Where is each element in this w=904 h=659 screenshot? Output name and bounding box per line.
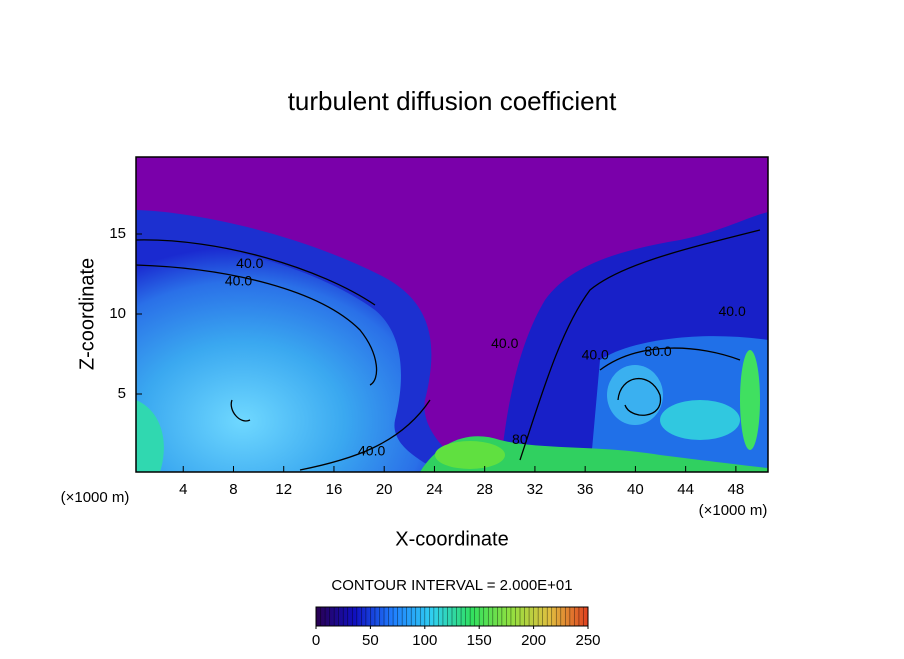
y-tick-label: 15 [109,225,126,242]
contour-label: 80.0 [644,343,671,359]
contour-label: 40.0 [582,346,609,362]
x-tick-label: 12 [275,481,292,498]
y-axis-label: Z-coordinate [76,258,98,370]
x-unit: (×1000 m) [699,502,768,519]
contour-label: 80 [512,431,528,447]
x-tick-label: 36 [577,481,594,498]
y-tick-label: 10 [109,305,126,322]
chart-title: turbulent diffusion coefficient [288,86,617,116]
contour-label: 40.0 [236,255,263,271]
x-tick-label: 4 [179,481,187,498]
x-tick-label: 40 [627,481,644,498]
contour-label: 40.0 [358,442,385,458]
colorbar-tick-label: 0 [312,632,320,649]
colorbar-tick-label: 200 [521,632,546,649]
colorbar-tick-label: 50 [362,632,379,649]
x-tick-label: 28 [476,481,493,498]
x-tick-label: 20 [376,481,393,498]
contour-label: 40.0 [491,335,518,351]
contour-interval: CONTOUR INTERVAL = 2.000E+01 [331,577,572,594]
y-tick-label: 5 [118,385,126,402]
x-tick-label: 24 [426,481,443,498]
x-tick-label: 8 [229,481,237,498]
colorbar-tick-label: 250 [575,632,600,649]
x-tick-label: 16 [326,481,343,498]
x-tick-label: 48 [728,481,745,498]
field [136,157,768,472]
contour-label: 40.0 [225,273,252,289]
contour-label: 40.0 [718,303,745,319]
colorbar-tick-label: 150 [467,632,492,649]
x-tick-label: 32 [527,481,544,498]
x-tick-label: 44 [677,481,694,498]
x-axis-label: X-coordinate [395,528,508,550]
x-unit-left: (×1000 m) [61,489,130,506]
colorbar-tick-label: 100 [412,632,437,649]
